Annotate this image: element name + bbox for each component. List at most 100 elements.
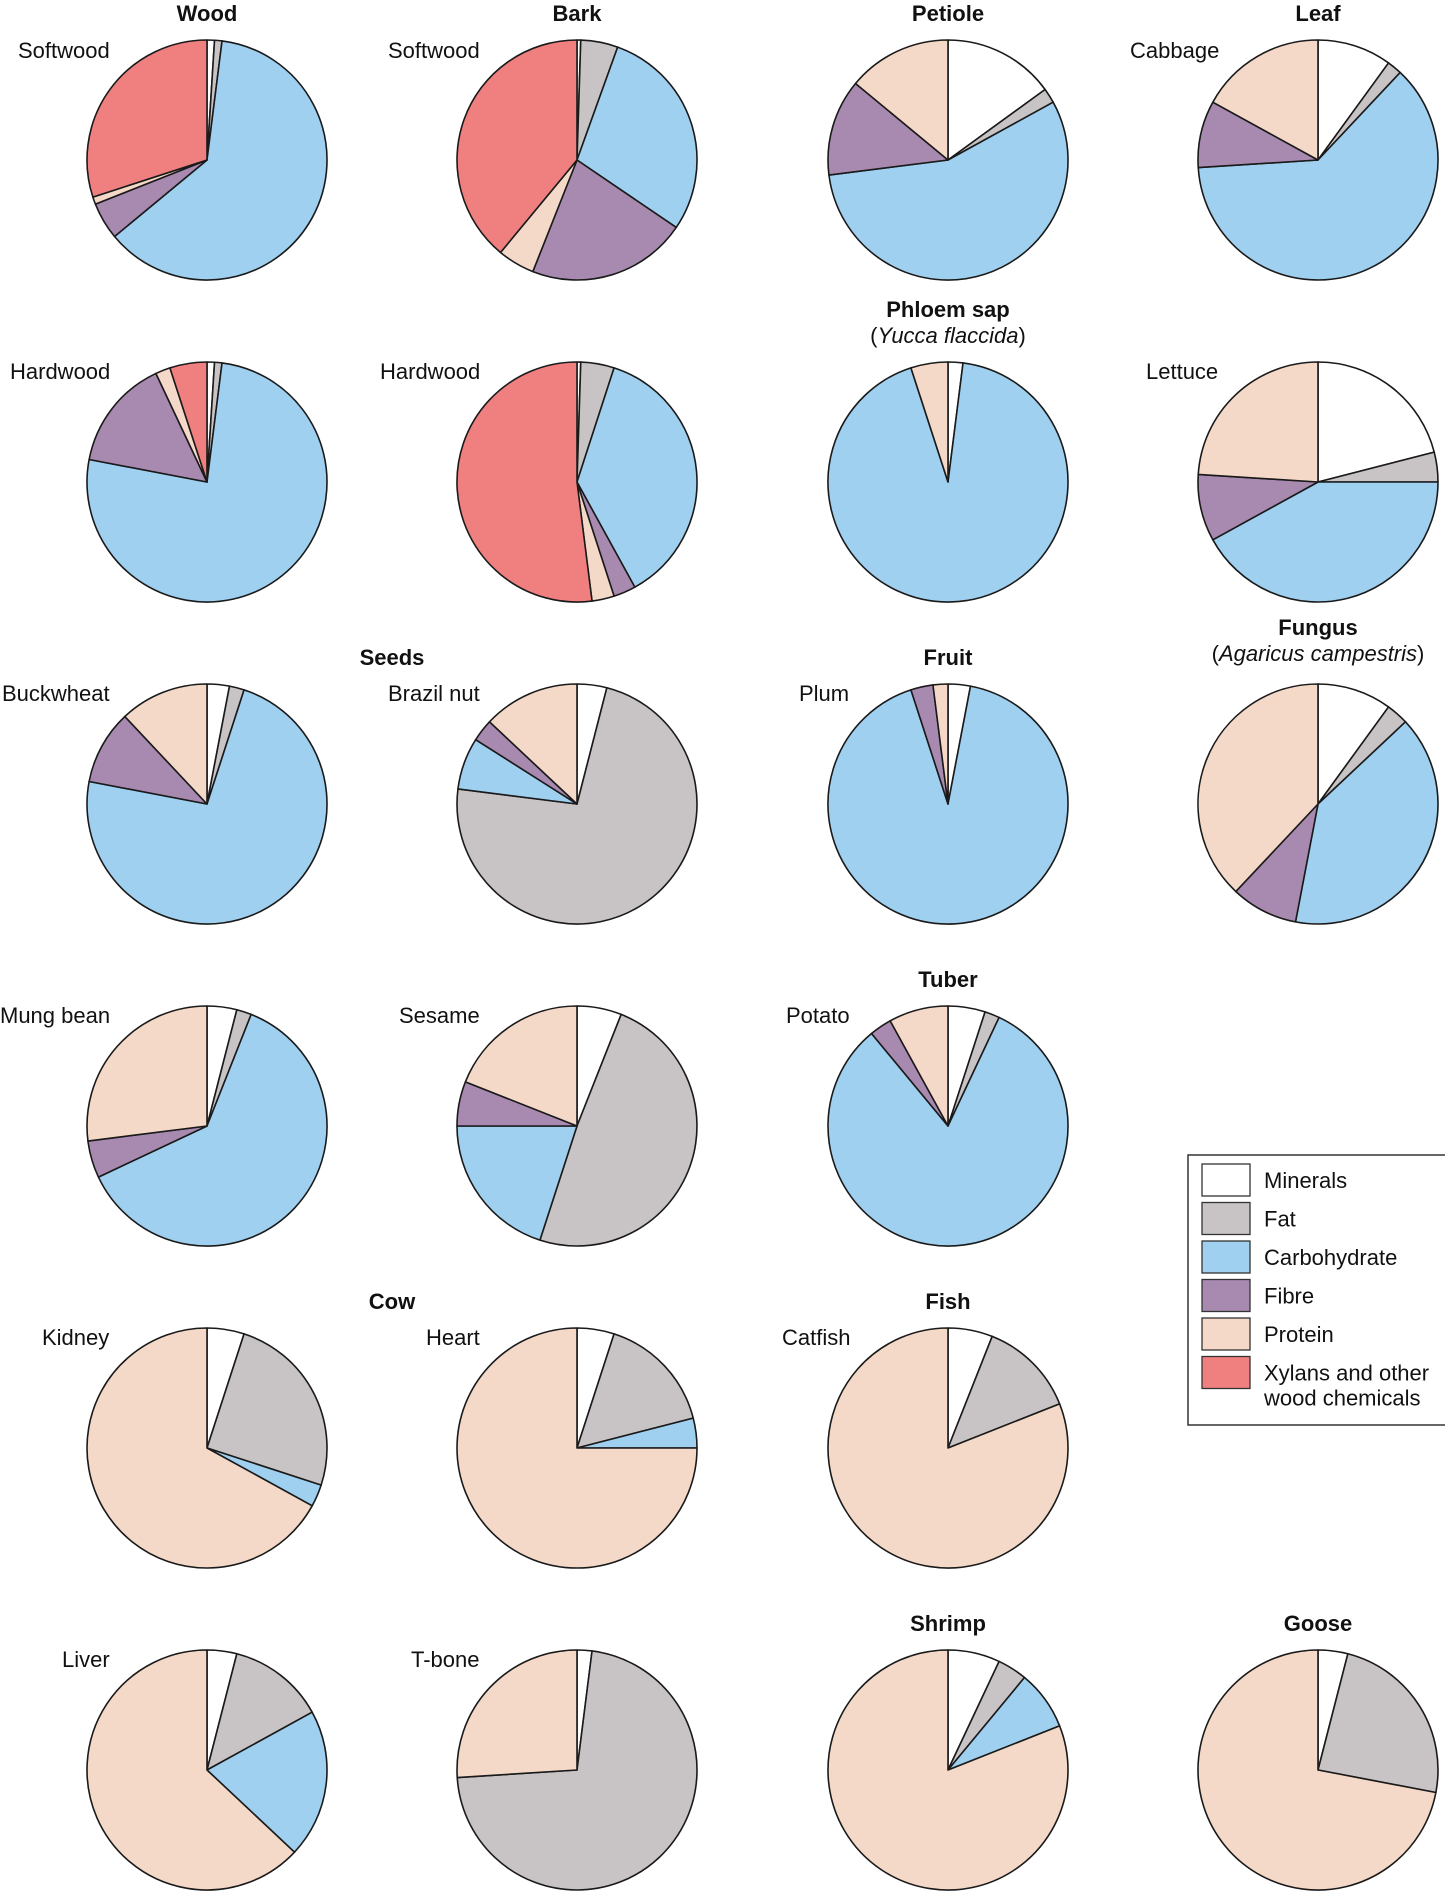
- slice-protein: [1197, 361, 1319, 483]
- slice-fat: [456, 686, 698, 925]
- pie-label: Hardwood: [380, 359, 480, 384]
- slice-protein: [827, 1327, 1069, 1569]
- slice-carbohydrate: [827, 1016, 1069, 1247]
- header-tuber: Tuber: [918, 967, 978, 992]
- header-bark: Bark: [553, 1, 603, 26]
- slice-carbohydrate: [206, 1711, 328, 1853]
- pie-label: Liver: [62, 1647, 110, 1672]
- slice-protein: [86, 1649, 296, 1891]
- slice-carbohydrate: [456, 1125, 578, 1241]
- slice-protein: [910, 361, 949, 483]
- pie-cow-t-bone: [456, 1649, 698, 1891]
- phloem-species: Yucca flaccida: [877, 323, 1018, 348]
- pie-label: Cabbage: [1130, 38, 1219, 63]
- slice-minerals: [1317, 361, 1436, 483]
- legend-swatch: [1201, 1355, 1251, 1390]
- slice-protein: [854, 39, 949, 161]
- slice-xylans: [86, 39, 208, 198]
- slice-fat: [206, 1333, 328, 1486]
- pie-cow-heart: [456, 1327, 698, 1569]
- legend-swatch: [1201, 1163, 1251, 1197]
- pie-goose-main: [1197, 1649, 1439, 1891]
- slice-xylans: [169, 361, 208, 483]
- legend-swatch: [1201, 1240, 1251, 1274]
- legend-swatch: [1201, 1278, 1251, 1313]
- header-fruit: Fruit: [924, 645, 974, 670]
- pie-petiole-main: [827, 39, 1069, 281]
- pie-wood-hardwood: [86, 361, 328, 603]
- slice-fat: [539, 1013, 698, 1247]
- pie-label: Softwood: [18, 38, 110, 63]
- slice-carbohydrate: [828, 101, 1069, 281]
- slice-carbohydrate: [1212, 481, 1439, 603]
- pie-label: T-bone: [411, 1647, 480, 1672]
- legend-label: Carbohydrate: [1264, 1245, 1397, 1270]
- pie-bark-hardwood: [456, 361, 698, 603]
- slice-carbohydrate: [113, 40, 328, 281]
- pie-label: Lettuce: [1146, 359, 1218, 384]
- fungus-species: Agaricus campestris: [1217, 641, 1417, 666]
- pie-seeds-buckwheat: [86, 683, 328, 925]
- slice-fibre: [532, 159, 678, 281]
- pie-cow-kidney: [86, 1327, 328, 1569]
- slice-protein: [889, 1005, 949, 1127]
- pie-cow-liver: [86, 1649, 328, 1891]
- pie-label: Hardwood: [10, 359, 110, 384]
- pie-bark-softwood: [456, 39, 698, 281]
- pie-label: Buckwheat: [2, 681, 110, 706]
- header-seeds: Seeds: [360, 645, 425, 670]
- slice-protein: [1197, 1649, 1437, 1891]
- slice-carbohydrate: [576, 367, 698, 588]
- pie-fish-catfish: [827, 1327, 1069, 1569]
- pie-seeds-brazil-nut: [456, 683, 698, 925]
- legend-label: Xylans and other wood chemicals: [1263, 1361, 1429, 1411]
- slice-protein: [456, 1649, 578, 1779]
- legend-swatch: [1201, 1201, 1251, 1236]
- pie-wood-softwood: [86, 39, 328, 281]
- header-shrimp: Shrimp: [910, 1611, 986, 1636]
- pie-label: Mung bean: [0, 1003, 110, 1028]
- legend-label: Minerals: [1264, 1168, 1347, 1193]
- pie-label: Catfish: [782, 1325, 850, 1350]
- header-fungus-subtitle: (Agaricus campestris): [1212, 641, 1425, 666]
- slice-xylans: [456, 361, 593, 603]
- slice-protein: [464, 1005, 578, 1127]
- pie-seeds-sesame: [456, 1005, 698, 1247]
- slice-fibre: [88, 372, 208, 483]
- slice-carbohydrate: [827, 685, 1069, 925]
- slice-fat: [947, 1335, 1061, 1449]
- legend-label: Fibre: [1264, 1284, 1314, 1309]
- legend-label: Fat: [1264, 1207, 1296, 1232]
- legend: Minerals Fat Carbohydrate Fibre Protein Xylan…: [1187, 1154, 1445, 1426]
- pie-leaf-cabbage: [1197, 39, 1439, 281]
- pie-label: Brazil nut: [388, 681, 480, 706]
- slice-minerals: [1317, 683, 1390, 805]
- legend-label: Protein: [1264, 1322, 1334, 1347]
- slice-protein: [1212, 39, 1319, 161]
- slice-protein: [86, 1005, 208, 1142]
- legend-items: Minerals Fat Carbohydrate Fibre Protein Xylan…: [1201, 1163, 1429, 1411]
- pie-label: Potato: [786, 1003, 850, 1028]
- slice-fat: [206, 1652, 313, 1771]
- slice-carbohydrate: [1294, 721, 1439, 925]
- pie-leaf-lettuce: [1197, 361, 1439, 603]
- slice-protein: [932, 683, 949, 805]
- slice-fibre: [88, 715, 208, 805]
- pie-fruit-plum: [827, 683, 1069, 925]
- slice-carbohydrate: [1197, 71, 1439, 281]
- slice-fat: [576, 1333, 695, 1449]
- slice-carbohydrate: [97, 1013, 328, 1247]
- slice-fat: [1317, 1652, 1439, 1794]
- legend-swatch: [1201, 1317, 1251, 1351]
- pie-label: Kidney: [42, 1325, 109, 1350]
- pie-shrimp-main: [827, 1649, 1069, 1891]
- slice-fibre: [827, 82, 949, 176]
- header-petiole: Petiole: [912, 1, 984, 26]
- slice-carbohydrate: [576, 46, 698, 229]
- pie-label: Sesame: [399, 1003, 480, 1028]
- pie-seeds-mung-bean: [86, 1005, 328, 1247]
- header-cow: Cow: [369, 1289, 416, 1314]
- slice-protein: [456, 1327, 698, 1569]
- pie-label: Plum: [799, 681, 849, 706]
